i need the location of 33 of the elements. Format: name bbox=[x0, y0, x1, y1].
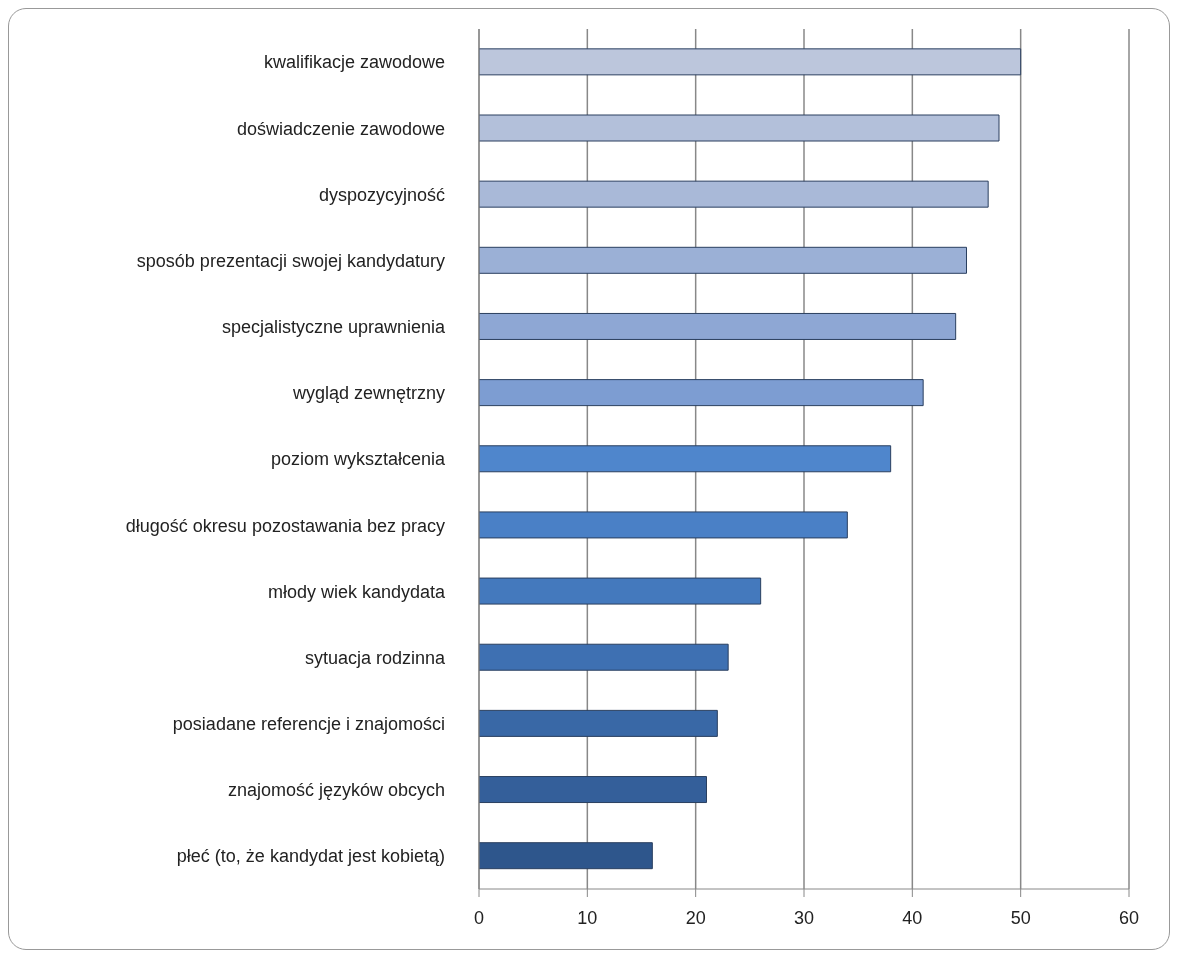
bar bbox=[479, 312, 957, 340]
x-tick-label: 50 bbox=[1010, 907, 1031, 928]
y-tick-label: posiadane referencje i znajomości bbox=[172, 714, 445, 735]
bar bbox=[479, 842, 653, 870]
bar bbox=[479, 445, 892, 473]
y-tick-label: dyspozycyjność bbox=[318, 184, 445, 205]
y-tick-label: poziom wykształcenia bbox=[270, 449, 446, 470]
bar bbox=[479, 511, 848, 539]
y-tick-label: sytuacja rodzinna bbox=[304, 647, 446, 668]
y-tick-label: znajomość języków obcych bbox=[227, 780, 445, 801]
bar bbox=[479, 709, 718, 737]
y-tick-label: kwalifikacje zawodowe bbox=[263, 52, 445, 73]
y-tick-label: specjalistyczne uprawnienia bbox=[221, 317, 446, 338]
y-tick-label: długość okresu pozostawania bez pracy bbox=[125, 515, 445, 536]
x-tick-label: 60 bbox=[1118, 907, 1140, 928]
bar bbox=[479, 246, 967, 274]
bar bbox=[479, 776, 707, 804]
bar bbox=[479, 48, 1022, 76]
y-tick-label: płeć (to, że kandydat jest kobietą) bbox=[176, 846, 445, 867]
y-tick-label: sposób prezentacji swojej kandydatury bbox=[136, 250, 445, 271]
x-tick-label: 30 bbox=[793, 907, 815, 928]
bar bbox=[479, 180, 989, 208]
bar bbox=[479, 114, 1000, 142]
bar bbox=[479, 379, 924, 407]
bar bbox=[479, 577, 762, 605]
bar bbox=[479, 643, 729, 671]
x-tick-label: 10 bbox=[577, 907, 598, 928]
y-tick-label: wygląd zewnętrzny bbox=[291, 383, 445, 404]
y-tick-label: doświadczenie zawodowe bbox=[236, 118, 445, 139]
y-tick-label: młody wiek kandydata bbox=[267, 581, 446, 602]
x-tick-label: 20 bbox=[685, 907, 706, 928]
x-tick-label: 0 bbox=[473, 907, 485, 928]
x-tick-label: 40 bbox=[902, 907, 923, 928]
